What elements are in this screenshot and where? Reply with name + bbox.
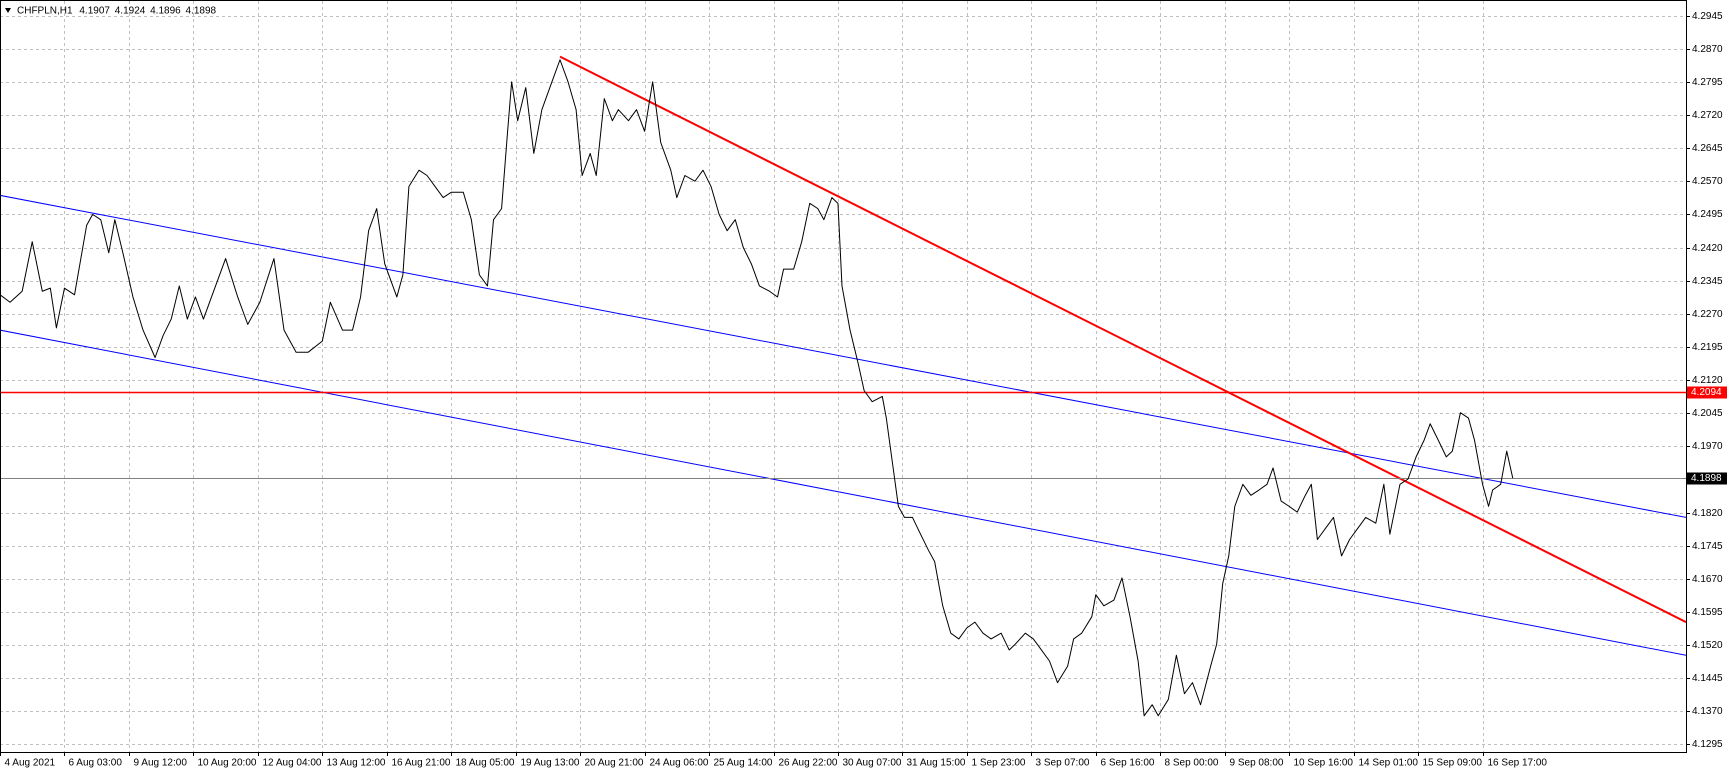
x-tick-label: 24 Aug 06:00: [650, 758, 709, 769]
y-tick-label: 4.1295: [1692, 739, 1723, 750]
x-tick-label: 14 Sep 01:00: [1359, 758, 1419, 769]
y-tick-label: 4.2645: [1692, 143, 1723, 154]
y-tick-label: 4.1520: [1692, 640, 1723, 651]
x-tick-label: 3 Sep 07:00: [1036, 758, 1090, 769]
y-tick-label: 4.1445: [1692, 673, 1723, 684]
x-tick-label: 25 Aug 14:00: [714, 758, 773, 769]
y-tick-label: 4.2420: [1692, 243, 1723, 254]
y-tick-label: 4.1595: [1692, 607, 1723, 618]
x-tick-label: 18 Aug 05:00: [456, 758, 515, 769]
y-tick-label: 4.2795: [1692, 77, 1723, 88]
y-tick-label: 4.2570: [1692, 176, 1723, 187]
y-tick-label: 4.2870: [1692, 44, 1723, 55]
x-tick-label: 6 Sep 16:00: [1101, 758, 1155, 769]
y-tick-label: 4.2945: [1692, 11, 1723, 22]
x-tick-label: 4 Aug 2021: [5, 758, 56, 769]
plot-layer: [1, 55, 1686, 717]
price-label-box: [1687, 386, 1727, 399]
price-label: 4.2094: [1691, 387, 1722, 398]
price-series: [1, 59, 1514, 717]
y-tick-label: 4.2045: [1692, 408, 1723, 419]
price-label: 4.1898: [1691, 473, 1722, 484]
x-tick-label: 12 Aug 04:00: [263, 758, 322, 769]
x-tick-label: 15 Sep 09:00: [1423, 758, 1483, 769]
x-tick-label: 8 Sep 00:00: [1165, 758, 1219, 769]
x-tick-label: 31 Aug 15:00: [907, 758, 966, 769]
y-tick-label: 4.2120: [1692, 375, 1723, 386]
y-tick-label: 4.1745: [1692, 541, 1723, 552]
y-tick-label: 4.1370: [1692, 706, 1723, 717]
x-tick-label: 9 Aug 12:00: [134, 758, 188, 769]
trend-line: [559, 55, 1686, 624]
y-tick-label: 4.1670: [1692, 574, 1723, 585]
y-tick-label: 4.2195: [1692, 342, 1723, 353]
high: 4.1924: [115, 5, 146, 16]
x-tick-label: 1 Sep 23:00: [972, 758, 1026, 769]
x-tick-label: 19 Aug 13:00: [521, 758, 580, 769]
plot-frame: [0, 0, 1687, 753]
price-label-box: [1687, 472, 1727, 485]
x-tick-label: 10 Sep 16:00: [1294, 758, 1354, 769]
x-tick-label: 13 Aug 12:00: [327, 758, 386, 769]
x-tick-label: 30 Aug 07:00: [843, 758, 902, 769]
x-tick-label: 9 Sep 08:00: [1230, 758, 1284, 769]
y-tick-label: 4.1970: [1692, 441, 1723, 452]
header-arrow: [5, 8, 11, 13]
x-tick-label: 10 Aug 20:00: [198, 758, 257, 769]
symbol: CHFPLN,H1: [17, 5, 73, 16]
y-tick-label: 4.2495: [1692, 209, 1723, 220]
trend-line: [1, 195, 1686, 518]
x-tick-label: 16 Aug 21:00: [392, 758, 451, 769]
y-tick-label: 4.1820: [1692, 508, 1723, 519]
axis-layer: 4.2945 4.2870 4.2795 4.2720 4.2645 4.2570 4.24…: [0, 11, 1727, 769]
y-tick-label: 4.2720: [1692, 110, 1723, 121]
x-tick-label: 26 Aug 22:00: [779, 758, 838, 769]
low: 4.1896: [150, 5, 181, 16]
y-tick-label: 4.2270: [1692, 309, 1723, 320]
x-tick-label: 20 Aug 21:00: [585, 758, 644, 769]
y-tick-label: 4.2345: [1692, 276, 1723, 287]
header: CHFPLN,H1 4.1907 4.1924 4.1896 4.1898: [17, 5, 217, 16]
trend-line: [1, 329, 1686, 656]
close: 4.1898: [185, 5, 216, 16]
x-tick-label: 6 Aug 03:00: [69, 758, 123, 769]
open: 4.1907: [79, 5, 110, 16]
x-tick-label: 16 Sep 17:00: [1488, 758, 1548, 769]
